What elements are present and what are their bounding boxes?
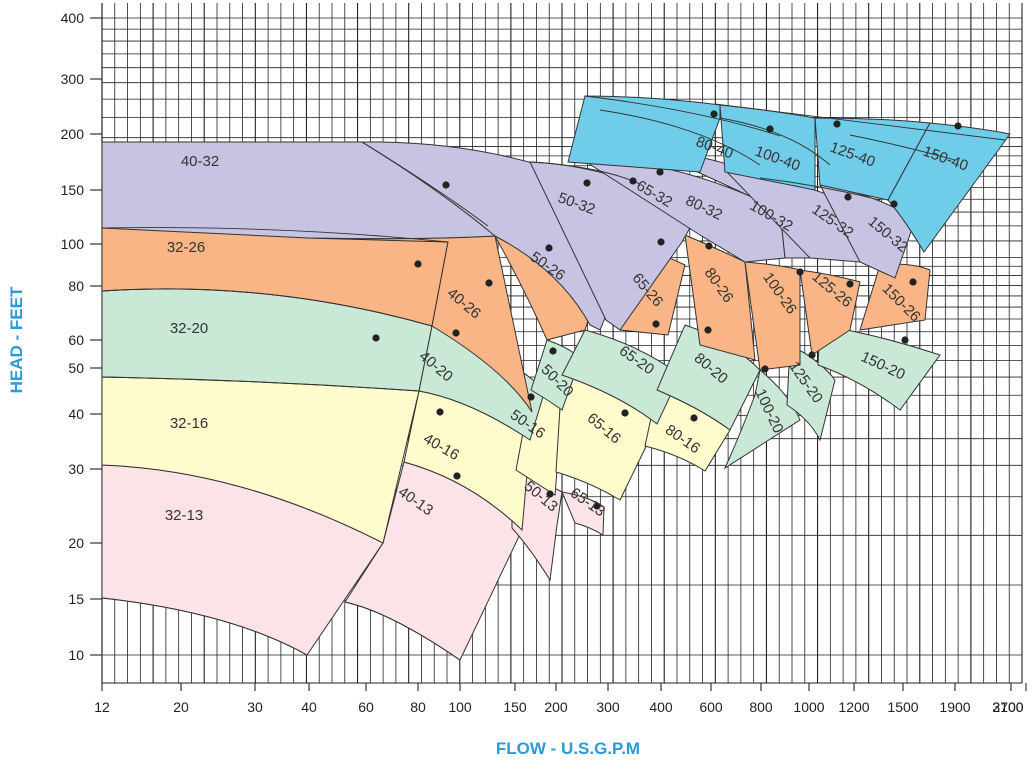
x-tick-label: 800 bbox=[749, 699, 773, 715]
impeller-line bbox=[759, 177, 881, 201]
impeller-line bbox=[361, 141, 489, 227]
bep-point bbox=[414, 260, 422, 268]
y-tick-label: 150 bbox=[61, 182, 85, 198]
bep-point bbox=[629, 177, 637, 185]
bep-point bbox=[442, 181, 450, 189]
bep-point bbox=[761, 365, 769, 373]
bep-point bbox=[909, 278, 917, 286]
bep-point bbox=[583, 179, 591, 187]
y-tick-label: 30 bbox=[68, 461, 84, 477]
region-150-20 bbox=[817, 324, 941, 411]
region-100-26 bbox=[744, 261, 801, 371]
bep-point bbox=[485, 279, 493, 287]
bep-point bbox=[808, 351, 816, 359]
region-125-26 bbox=[799, 269, 861, 356]
x-tick-label: 1500 bbox=[887, 699, 918, 715]
y-tick-label: 15 bbox=[68, 591, 84, 607]
bep-point bbox=[652, 320, 660, 328]
impeller-line bbox=[714, 103, 1006, 141]
y-tick-label: 50 bbox=[68, 360, 84, 376]
y-tick-label: 20 bbox=[68, 535, 84, 551]
y-axis-title: HEAD - FEET bbox=[7, 286, 26, 393]
impeller-line bbox=[599, 109, 761, 166]
y-tick-label: 100 bbox=[61, 236, 85, 252]
region-65-13 bbox=[561, 491, 605, 536]
bep-point bbox=[890, 200, 898, 208]
impeller-line bbox=[101, 288, 433, 327]
x-tick-label: 300 bbox=[596, 699, 620, 715]
bep-point bbox=[453, 472, 461, 480]
y-tick-label: 300 bbox=[61, 71, 85, 87]
bep-point bbox=[705, 242, 713, 250]
region-50-20 bbox=[530, 339, 581, 411]
x-tick-label: 100 bbox=[448, 699, 472, 715]
curve-label-32-16: 32-16 bbox=[170, 415, 208, 432]
impeller-lines bbox=[101, 95, 1006, 661]
x-tick-label: 20 bbox=[173, 699, 189, 715]
bep-point bbox=[901, 336, 909, 344]
bep-point bbox=[549, 347, 557, 355]
y-tick-label: 400 bbox=[61, 10, 85, 26]
y-tick-label: 60 bbox=[68, 332, 84, 348]
impeller-line bbox=[719, 117, 831, 166]
curve-label-40-32: 40-32 bbox=[181, 153, 219, 170]
bep-point bbox=[796, 268, 804, 276]
bep-point bbox=[436, 408, 444, 416]
impeller-line bbox=[101, 227, 449, 243]
bep-point bbox=[372, 334, 380, 342]
bep-point bbox=[710, 110, 718, 118]
x-tick-label: 3100 bbox=[992, 699, 1023, 715]
curve-label-32-13: 32-13 bbox=[165, 507, 203, 524]
impeller-line bbox=[849, 134, 956, 161]
bep-point bbox=[657, 238, 665, 246]
region-125-20 bbox=[786, 344, 836, 442]
bep-point bbox=[656, 168, 664, 176]
axis-ticks: 10 15 20 30 40 50 60 80 100 150 200 300 400 12 20 30 40 6… bbox=[61, 10, 1027, 715]
impeller-line bbox=[101, 597, 308, 656]
x-tick-label: 40 bbox=[301, 699, 317, 715]
y-tick-label: 40 bbox=[68, 406, 84, 422]
y-tick-label: 80 bbox=[68, 278, 84, 294]
x-tick-label: 200 bbox=[544, 699, 568, 715]
bep-point bbox=[704, 326, 712, 334]
impeller-line bbox=[584, 95, 781, 137]
region-80-26 bbox=[684, 234, 756, 361]
x-tick-label: 1900 bbox=[939, 699, 970, 715]
x-tick-label: 1000 bbox=[793, 699, 824, 715]
bep-point bbox=[546, 490, 554, 498]
curve-label-32-20: 32-20 bbox=[170, 320, 208, 337]
x-tick-label: 12 bbox=[94, 699, 110, 715]
bep-point bbox=[690, 414, 698, 422]
bep-point bbox=[844, 193, 852, 201]
bep-point bbox=[527, 393, 535, 401]
y-tick-label: 10 bbox=[68, 647, 84, 663]
region-65-20 bbox=[561, 329, 681, 425]
impeller-line bbox=[101, 376, 420, 392]
x-tick-label: 150 bbox=[503, 699, 527, 715]
x-tick-label: 30 bbox=[247, 699, 263, 715]
curve-label-32-26: 32-26 bbox=[167, 239, 205, 256]
bep-point bbox=[846, 280, 854, 288]
x-tick-label: 1200 bbox=[838, 699, 869, 715]
x-tick-label: 80 bbox=[410, 699, 426, 715]
bep-point bbox=[452, 329, 460, 337]
bep-point bbox=[833, 120, 841, 128]
bep-point bbox=[545, 244, 553, 252]
x-tick-label: 400 bbox=[649, 699, 673, 715]
x-axis-title: FLOW - U.S.G.P.M bbox=[496, 739, 640, 758]
bep-point bbox=[766, 125, 774, 133]
bep-point bbox=[621, 409, 629, 417]
y-tick-label: 200 bbox=[61, 126, 85, 142]
impeller-line bbox=[344, 601, 461, 661]
x-tick-label: 60 bbox=[358, 699, 374, 715]
region-100-20 bbox=[723, 369, 801, 470]
x-tick-label: 2700 bbox=[992, 699, 1023, 715]
x-tick-label: 600 bbox=[699, 699, 723, 715]
best-efficiency-points bbox=[372, 110, 962, 510]
bep-point bbox=[593, 502, 601, 510]
curve-regions bbox=[101, 95, 1011, 661]
bep-point bbox=[954, 122, 962, 130]
